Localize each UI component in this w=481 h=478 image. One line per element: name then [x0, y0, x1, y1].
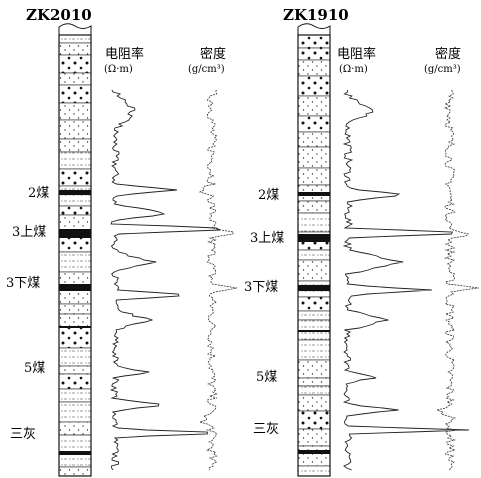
coal-seam [59, 229, 91, 238]
seam-label: 三灰 [253, 422, 279, 437]
seam-label: 3上煤 [12, 225, 46, 240]
well-id: ZK1910 [283, 6, 349, 24]
density-unit: (g/cm³) [188, 64, 225, 75]
seam-label: 3下煤 [6, 276, 40, 291]
coal-seam [298, 330, 330, 332]
coal-seam [298, 450, 330, 454]
resistivity-curve [109, 89, 221, 471]
lithology-column [297, 23, 331, 477]
well-zk2010: ZK2010 电阻率 (Ω·m) 密度 (g/cm³) 2煤 3上煤 3下煤 5… [6, 6, 238, 477]
density-header: 密度 [200, 46, 226, 62]
seam-label: 3下煤 [244, 280, 278, 295]
seam-label: 三灰 [10, 427, 36, 442]
resistivity-unit: (Ω·m) [339, 64, 368, 75]
resistivity-header: 电阻率 [105, 46, 144, 62]
coal-seam [298, 234, 330, 242]
resistivity-curve [342, 89, 470, 471]
density-unit: (g/cm³) [424, 64, 461, 75]
well-id: ZK2010 [26, 6, 92, 24]
seam-label: 2煤 [258, 188, 279, 203]
coal-seam [59, 284, 91, 291]
coal-seam [59, 451, 91, 455]
coal-seam [59, 190, 91, 195]
seam-label: 3上煤 [250, 231, 284, 246]
well-zk1910: ZK1910 电阻率 (Ω·m) 密度 (g/cm³) 2煤 3上煤 3下煤 5… [244, 6, 479, 477]
seam-label: 5煤 [24, 361, 45, 376]
lithology-column [58, 23, 92, 477]
density-header: 密度 [435, 46, 461, 62]
resistivity-header: 电阻率 [337, 46, 376, 62]
seam-label: 5煤 [256, 370, 277, 385]
coal-seam [298, 285, 330, 291]
seam-label: 2煤 [28, 186, 49, 201]
density-curve [198, 89, 238, 471]
coal-seam [298, 192, 330, 196]
density-curve [435, 89, 479, 471]
coal-seam [59, 326, 91, 328]
resistivity-unit: (Ω·m) [104, 64, 133, 75]
